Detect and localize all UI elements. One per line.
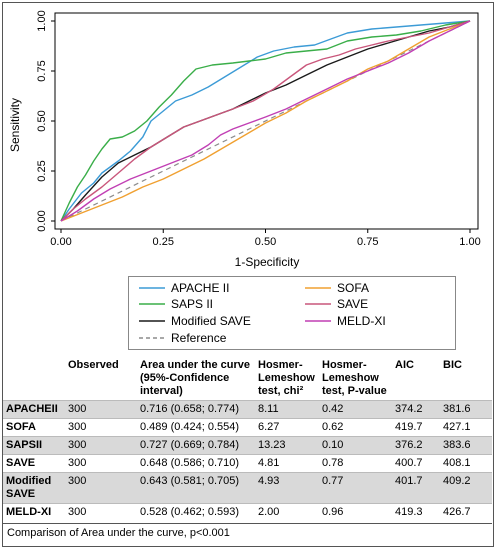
table-cell-auc: 0.528 (0.462; 0.593): [137, 503, 255, 521]
table-cell-observed: 300: [65, 503, 137, 521]
table-cell-observed: 300: [65, 400, 137, 419]
table-cell-pvalue: 0.77: [319, 472, 392, 504]
series-line-reference: [60, 20, 471, 222]
table-cell-model: SAVE: [3, 454, 65, 473]
table-cell-bic: 383.6: [440, 436, 492, 455]
table-cell-observed: 300: [65, 418, 137, 437]
chart-legend: APACHE II SOFA SAPS II SAVE Modified SAV…: [128, 276, 456, 350]
table-row: SAPSII 300 0.727 (0.669; 0.784) 13.23 0.…: [3, 436, 492, 455]
table-cell-pvalue: 0.96: [319, 503, 392, 521]
table-cell-bic: 408.1: [440, 454, 492, 473]
table-header-bic: BIC: [443, 359, 462, 371]
table-cell-observed: 300: [65, 436, 137, 455]
x-tick-label: 1.00: [459, 236, 480, 248]
table-header-row: Observed Area under the curve (95%-Confi…: [3, 355, 492, 401]
legend-label-saps: SAPS II: [171, 297, 214, 311]
y-tick-label: 0.00: [36, 210, 48, 231]
table-cell-aic: 419.7: [392, 418, 440, 437]
table-header-model: [3, 355, 65, 401]
table-cell-pvalue: 0.62: [319, 418, 392, 437]
series-line-saps-ii: [60, 20, 471, 222]
table-cell-chi2: 2.00: [255, 503, 319, 521]
legend-label-modified-save: Modified SAVE: [171, 314, 251, 328]
x-tick-label: 0.75: [357, 236, 378, 248]
table-cell-aic: 374.2: [392, 400, 440, 419]
series-line-apache-ii: [60, 20, 471, 222]
y-axis-title: Sensitivity: [8, 98, 22, 152]
table-cell-chi2: 13.23: [255, 436, 319, 455]
legend-label-meld: MELD-XI: [337, 314, 386, 328]
table-header-observed: Observed: [68, 359, 119, 371]
series-line-meld-xi: [60, 20, 471, 222]
x-tick-label: 0.25: [153, 236, 174, 248]
table-header-chi2: Hosmer-Lemeshow test, chi²: [258, 359, 315, 397]
table-cell-aic: 376.2: [392, 436, 440, 455]
table-row: Modified SAVE 300 0.643 (0.581; 0.705) 4…: [3, 472, 492, 504]
table-cell-pvalue: 0.42: [319, 400, 392, 419]
table-header-pvalue: Hosmer-Lemeshow test, P-value: [322, 359, 387, 397]
table-cell-pvalue: 0.78: [319, 454, 392, 473]
table-cell-model: SOFA: [3, 418, 65, 437]
table-cell-model: Modified SAVE: [3, 472, 65, 504]
figure-frame: [2, 2, 494, 547]
table-header-aic: AIC: [395, 359, 414, 371]
table-cell-aic: 401.7: [392, 472, 440, 504]
table-cell-bic: 426.7: [440, 503, 492, 521]
table-cell-bic: 381.6: [440, 400, 492, 419]
table-row: SOFA 300 0.489 (0.424; 0.554) 6.27 0.62 …: [3, 418, 492, 437]
table-row: APACHEII 300 0.716 (0.658; 0.774) 8.11 0…: [3, 400, 492, 419]
table-cell-chi2: 6.27: [255, 418, 319, 437]
table-cell-chi2: 8.11: [255, 400, 319, 419]
table-cell-observed: 300: [65, 454, 137, 473]
table-cell-aic: 419.3: [392, 503, 440, 521]
table-cell-auc: 0.643 (0.581; 0.705): [137, 472, 255, 504]
model-statistics-table: Observed Area under the curve (95%-Confi…: [3, 355, 492, 521]
series-line-save: [60, 20, 471, 222]
table-cell-auc: 0.716 (0.658; 0.774): [137, 400, 255, 419]
table-cell-model: SAPSII: [3, 436, 65, 455]
legend-label-save: SAVE: [337, 297, 369, 311]
table-cell-observed: 300: [65, 472, 137, 504]
legend-label-apache: APACHE II: [171, 281, 230, 295]
table-cell-auc: 0.648 (0.586; 0.710): [137, 454, 255, 473]
table-cell-model: APACHEII: [3, 400, 65, 419]
series-line-modified-save: [60, 20, 471, 222]
table-cell-bic: 409.2: [440, 472, 492, 504]
table-cell-chi2: 4.93: [255, 472, 319, 504]
roc-chart: 0.000.00 0.25 0.25 0.50 0.50 0.75 0.75 1.00 1.00…: [3, 3, 492, 273]
legend-label-sofa: SOFA: [337, 281, 370, 295]
y-tick-label: 0.75: [36, 60, 48, 81]
table-cell-aic: 400.7: [392, 454, 440, 473]
x-tick-label: 0.50: [255, 236, 276, 248]
table-header-auc: Area under the curve (95%-Confidence int…: [140, 359, 251, 397]
x-axis-title: 1-Specificity: [235, 255, 300, 269]
table-cell-bic: 427.1: [440, 418, 492, 437]
series-line-sofa: [60, 20, 471, 222]
table-row: MELD-XI 300 0.528 (0.462; 0.593) 2.00 0.…: [3, 503, 492, 521]
y-tick-label: 1.00: [36, 10, 48, 31]
table-cell-auc: 0.489 (0.424; 0.554): [137, 418, 255, 437]
table-cell-pvalue: 0.10: [319, 436, 392, 455]
y-tick-label: 0.25: [36, 160, 48, 181]
table-cell-chi2: 4.81: [255, 454, 319, 473]
y-tick-label: 0.50: [36, 110, 48, 131]
table-footnote: Comparison of Area under the curve, p<0.…: [3, 523, 492, 542]
table-cell-auc: 0.727 (0.669; 0.784): [137, 436, 255, 455]
x-tick-label: 0.00: [50, 236, 71, 248]
table-row: SAVE 300 0.648 (0.586; 0.710) 4.81 0.78 …: [3, 454, 492, 473]
table-cell-model: MELD-XI: [3, 503, 65, 521]
legend-label-reference: Reference: [171, 331, 227, 345]
